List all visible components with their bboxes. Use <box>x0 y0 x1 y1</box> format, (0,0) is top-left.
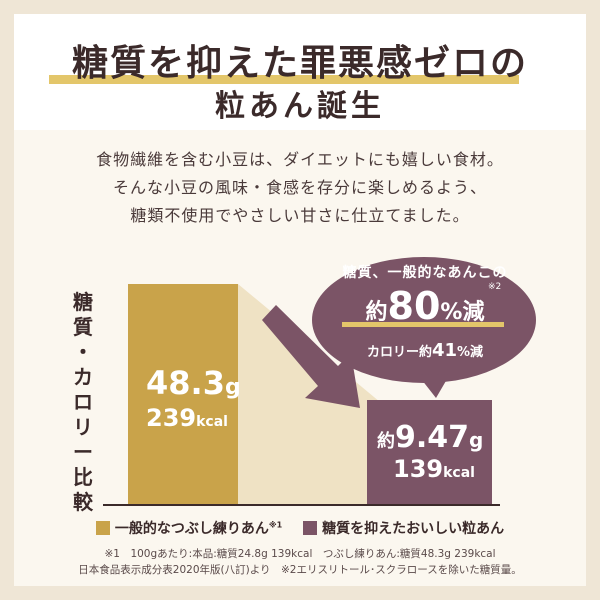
bubble-line-3: カロリー約41%減 <box>340 340 510 361</box>
bubble-line-1: 糖質、一般的なあんこの <box>342 265 508 281</box>
label-char: 質 <box>73 315 93 339</box>
bar-label-regular: 48.3g 239kcal <box>146 364 241 432</box>
kcal-value: 239 <box>146 404 197 432</box>
legend-item-regular: 一般的なつぶし練りあん※1 <box>95 518 283 538</box>
bubble-line3-prefix: カロリー約 <box>366 345 432 360</box>
legend-swatch <box>95 521 110 535</box>
kcal-unit: kcal <box>443 465 475 481</box>
callout-bubble <box>312 257 536 398</box>
carb-unit: g <box>224 375 241 400</box>
label-char: ロ <box>73 390 93 414</box>
bar-low-sugar-anko <box>367 400 492 505</box>
legend-label: 一般的なつぶし練りあん <box>114 521 269 537</box>
bubble-note-mark: ※2 <box>488 282 502 292</box>
description-line: そんな小豆の風味・食感を存分に楽しめるよう、 <box>112 178 487 197</box>
legend-label: 糖質を抑えたおいしい粒あん <box>322 521 505 537</box>
footnote-1: ※1 100gあたり:本品:糖質24.8g 139kcal つぶし練りあん:糖質… <box>104 548 496 560</box>
label-char: 糖 <box>73 290 93 314</box>
legend-item-low-sugar: 糖質を抑えたおいしい粒あん <box>303 518 504 538</box>
label-char: カ <box>73 365 93 389</box>
bubble-line3-value: 41 <box>431 340 458 361</box>
down-arrow-icon <box>262 305 360 408</box>
description-line: 食物繊維を含む小豆は、ダイエットにも嬉しい食材。 <box>96 150 504 169</box>
legend-note-mark: ※1 <box>268 520 283 530</box>
label-char: 比 <box>73 465 93 489</box>
bubble-value: 80 <box>387 284 441 328</box>
legend: 一般的なつぶし練りあん※1 糖質を抑えたおいしい粒あん <box>14 518 586 538</box>
label-char: リ <box>73 415 93 439</box>
carb-value: 9.47 <box>395 420 470 455</box>
label-char: ー <box>73 440 93 464</box>
bubble-suffix: %減 <box>440 300 485 325</box>
title-line-2: 粒あん誕生 <box>215 89 385 124</box>
title-line-1-text: 糖質を抑えた罪悪感ゼロの <box>71 43 528 84</box>
bubble-prefix: 約 <box>365 300 388 325</box>
label-char: ・ <box>73 340 93 364</box>
carb-prefix: 約 <box>377 431 395 452</box>
bubble-line3-suffix: %減 <box>457 345 484 360</box>
bar-regular-anko <box>128 284 238 505</box>
title-line-1: 糖質を抑えた罪悪感ゼロの <box>14 34 586 86</box>
description-line: 糖類不使用でやさしい甘さに仕立てました。 <box>130 206 470 225</box>
carb-unit: g <box>469 428 484 452</box>
description: 食物繊維を含む小豆は、ダイエットにも嬉しい食材。 そんな小豆の風味・食感を存分に… <box>14 146 586 230</box>
bubble-headline: 約80%減 <box>340 284 510 328</box>
title-underline <box>49 75 519 84</box>
label-char: 較 <box>73 490 93 514</box>
footnote-2: 日本食品表示成分表2020年版(八訂)より ※2エリスリトール･スクラロースを除… <box>78 564 522 576</box>
header: 糖質を抑えた罪悪感ゼロの 粒あん誕生 <box>14 14 586 130</box>
kcal-unit: kcal <box>196 414 228 430</box>
bar-label-low-sugar: 約9.47g 139kcal <box>377 420 483 483</box>
kcal-value: 139 <box>393 455 444 483</box>
legend-swatch <box>303 521 318 535</box>
chart-vertical-label: 糖 質 ・ カ ロ リ ー 比 較 <box>68 290 98 515</box>
carb-value: 48.3 <box>146 364 225 402</box>
